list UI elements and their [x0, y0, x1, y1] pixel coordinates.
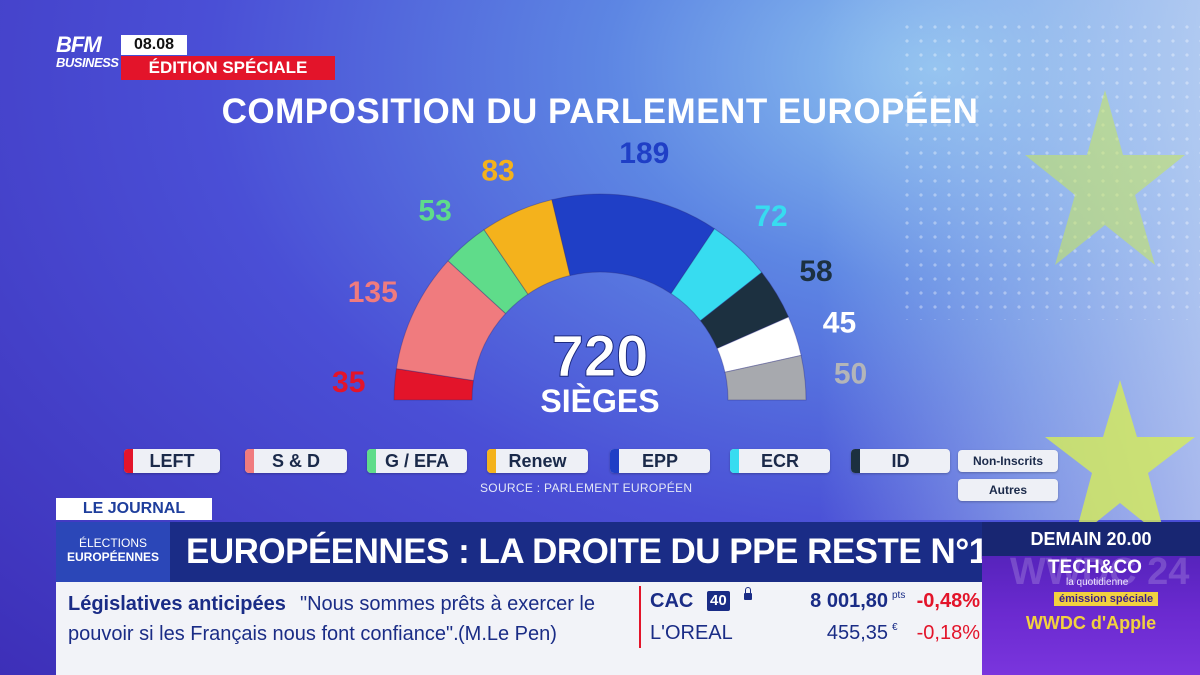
- promo-topic: WWDC d'Apple: [1025, 613, 1157, 633]
- legend-item: LEFT: [124, 449, 220, 473]
- lock-icon: [744, 587, 752, 600]
- legend-item: S & D: [245, 449, 347, 473]
- market-unit: €: [892, 622, 898, 633]
- eu-star-icon: [1025, 90, 1185, 265]
- legend-swatch: [730, 449, 739, 473]
- seat-count-label: 45: [823, 307, 856, 340]
- promo-schedule: DEMAIN 20.00: [982, 522, 1200, 556]
- hemicycle-segment-id: [699, 271, 790, 350]
- seat-count-label: 189: [619, 137, 669, 170]
- legend-label: Non-Inscrits: [972, 454, 1043, 468]
- le-journal-tag: LE JOURNAL: [56, 498, 212, 520]
- elections-logo-line2: EUROPÉENNES: [66, 550, 160, 564]
- hemicycle-segment-g-efa: [447, 229, 529, 315]
- ticker-divider: [639, 586, 641, 648]
- legend-swatch: [124, 449, 133, 473]
- hemicycle-segment-renew: [483, 199, 571, 295]
- promo-show-name: TECH&CO: [1048, 557, 1142, 578]
- market-change: -0,48%: [916, 590, 980, 612]
- legend-swatch: [487, 449, 496, 473]
- headline-bar: [56, 522, 982, 582]
- legend-swatch: [367, 449, 376, 473]
- market-change: -0,18%: [916, 622, 980, 644]
- legend-item: Autres: [958, 479, 1058, 501]
- legend-label: ECR: [760, 451, 799, 471]
- news-title: Législatives anticipées: [68, 593, 286, 615]
- seat-count-label: 135: [348, 276, 398, 309]
- hemicycle-segment-autres: [724, 354, 807, 401]
- news-quote-line1: "Nous sommes prêts à exercer le: [300, 593, 595, 615]
- logo-line2: BUSINESS: [56, 55, 119, 70]
- legend-label: EPP: [641, 451, 679, 471]
- total-seats-value: 720: [552, 324, 649, 389]
- legend-label: Autres: [988, 483, 1027, 497]
- legend-label: ID: [891, 451, 910, 471]
- seat-count-label: 53: [418, 194, 451, 227]
- elections-europeennes-logo: ÉLECTIONS EUROPÉENNES: [56, 522, 170, 582]
- legend-label: S & D: [271, 451, 320, 471]
- market-value: 455,35: [826, 622, 888, 644]
- logo-line1: BFM: [56, 32, 102, 57]
- market-name: CAC: [650, 590, 694, 612]
- market-unit: pts: [892, 590, 906, 601]
- eu-star-icon: [1045, 380, 1195, 540]
- market-value: 8 001,80: [810, 590, 888, 612]
- hemicycle-segment-s-d: [395, 260, 507, 382]
- legend-item: Renew: [487, 449, 588, 473]
- bfm-business-logo: BFM BUSINESS: [56, 32, 119, 78]
- hemicycle-segment-epp: [551, 193, 716, 295]
- edition-banner: ÉDITION SPÉCIALE: [121, 56, 335, 80]
- news-quote-line2: pouvoir si les Français nous font confia…: [68, 623, 459, 645]
- hemicycle-arcs: [393, 193, 807, 401]
- legend-item: ID: [851, 449, 950, 473]
- legend-item: Non-Inscrits: [958, 450, 1058, 472]
- legend-label: G / EFA: [384, 451, 449, 471]
- chart-source: SOURCE : PARLEMENT EUROPÉEN: [480, 481, 693, 495]
- legend-swatch: [851, 449, 860, 473]
- legend-item: G / EFA: [367, 449, 467, 473]
- total-seats-label: SIÈGES: [540, 383, 659, 419]
- market-badge: 40: [707, 591, 730, 611]
- background-glow: [820, 0, 1200, 520]
- seat-count-label: 83: [481, 155, 514, 188]
- legend-item: ECR: [730, 449, 830, 473]
- elections-logo-line1: ÉLECTIONS: [78, 536, 147, 550]
- news-author: (M.Le Pen): [458, 623, 557, 645]
- seat-count-label: 72: [754, 200, 787, 233]
- market-name: L'OREAL: [650, 622, 733, 644]
- hemicycle-labels: 35 135 53 83 189 72 58 45 50: [332, 137, 867, 399]
- legend-swatch: [245, 449, 254, 473]
- legend-label: Renew: [508, 451, 567, 471]
- promo-badge: émission spéciale: [1054, 592, 1159, 606]
- legend-swatch: [610, 449, 619, 473]
- legend-item: EPP: [610, 449, 710, 473]
- legend-label: LEFT: [149, 451, 195, 471]
- news-ticker: [56, 582, 982, 675]
- promo-bg-text: WWDC 24: [1010, 551, 1190, 593]
- chart-title: COMPOSITION DU PARLEMENT EUROPÉEN: [221, 92, 979, 131]
- seat-count-label: 50: [834, 358, 867, 391]
- seat-count-label: 58: [799, 255, 832, 288]
- promo-show-subtitle: la quotidienne: [1066, 577, 1129, 588]
- headline: EUROPÉENNES : LA DROITE DU PPE RESTE N°1: [186, 532, 988, 571]
- seat-count-label: 35: [332, 366, 365, 399]
- clock: 08.08: [121, 35, 187, 55]
